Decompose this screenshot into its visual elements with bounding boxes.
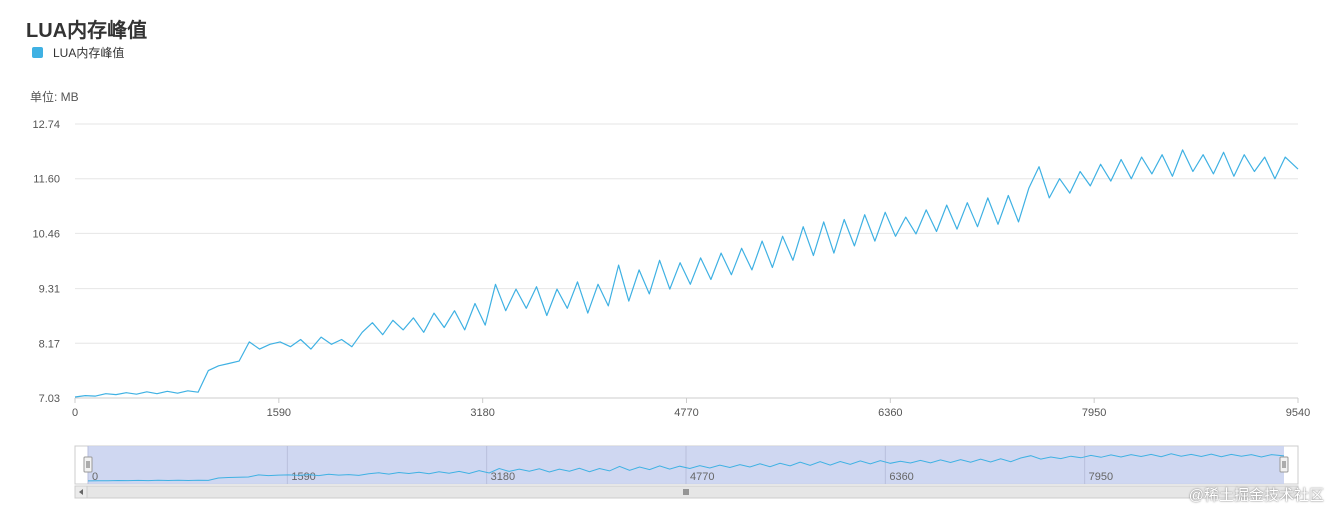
y-tick-label: 10.46	[32, 228, 60, 240]
legend-item[interactable]: LUA内存峰值	[32, 44, 124, 61]
navigator-tick-label: 7950	[1089, 471, 1113, 483]
watermark: @稀土掘金技术社区	[1188, 487, 1324, 504]
arrow-left-icon	[79, 489, 83, 495]
plot-area[interactable]	[74, 149, 1299, 398]
x-axis: 0 1590 3180 4770 6360 7950 9540	[72, 397, 1310, 419]
legend-swatch	[32, 47, 43, 58]
x-tick-label: 9540	[1286, 407, 1310, 419]
navigator-tick-label: 0	[92, 471, 98, 483]
y-tick-label: 11.60	[33, 174, 60, 186]
y-tick-label: 12.74	[32, 119, 60, 131]
unit-label: 单位: MB	[30, 90, 79, 104]
navigator-handle-left[interactable]	[83, 456, 93, 473]
y-tick-label: 8.17	[39, 338, 60, 350]
x-tick-label: 1590	[267, 407, 291, 419]
navigator-tick-label: 4770	[690, 471, 714, 483]
x-tick-label: 0	[72, 407, 78, 419]
y-tick-label: 7.03	[39, 393, 60, 405]
y-tick-label: 9.31	[39, 284, 60, 296]
navigator-handle-right[interactable]	[1279, 456, 1289, 473]
navigator-tick-label: 3180	[491, 471, 515, 483]
x-tick-label: 3180	[470, 407, 494, 419]
grid-lines	[75, 123, 1298, 344]
x-tick-label: 7950	[1082, 407, 1106, 419]
x-tick-label: 6360	[878, 407, 902, 419]
y-axis: 7.03 8.17 9.31 10.46 11.60 12.74	[32, 119, 60, 405]
legend-label: LUA内存峰值	[53, 46, 125, 60]
navigator-tick-label: 6360	[889, 471, 913, 483]
navigator-tick-label: 1590	[291, 471, 315, 483]
chart-title: LUA内存峰值	[26, 20, 148, 42]
navigator[interactable]: 0 1590 3180 4770 6360 7950	[74, 445, 1299, 499]
series-line-lua-memory	[74, 149, 1299, 398]
x-tick-label: 4770	[674, 407, 698, 419]
navigator-series-line	[87, 453, 1285, 482]
